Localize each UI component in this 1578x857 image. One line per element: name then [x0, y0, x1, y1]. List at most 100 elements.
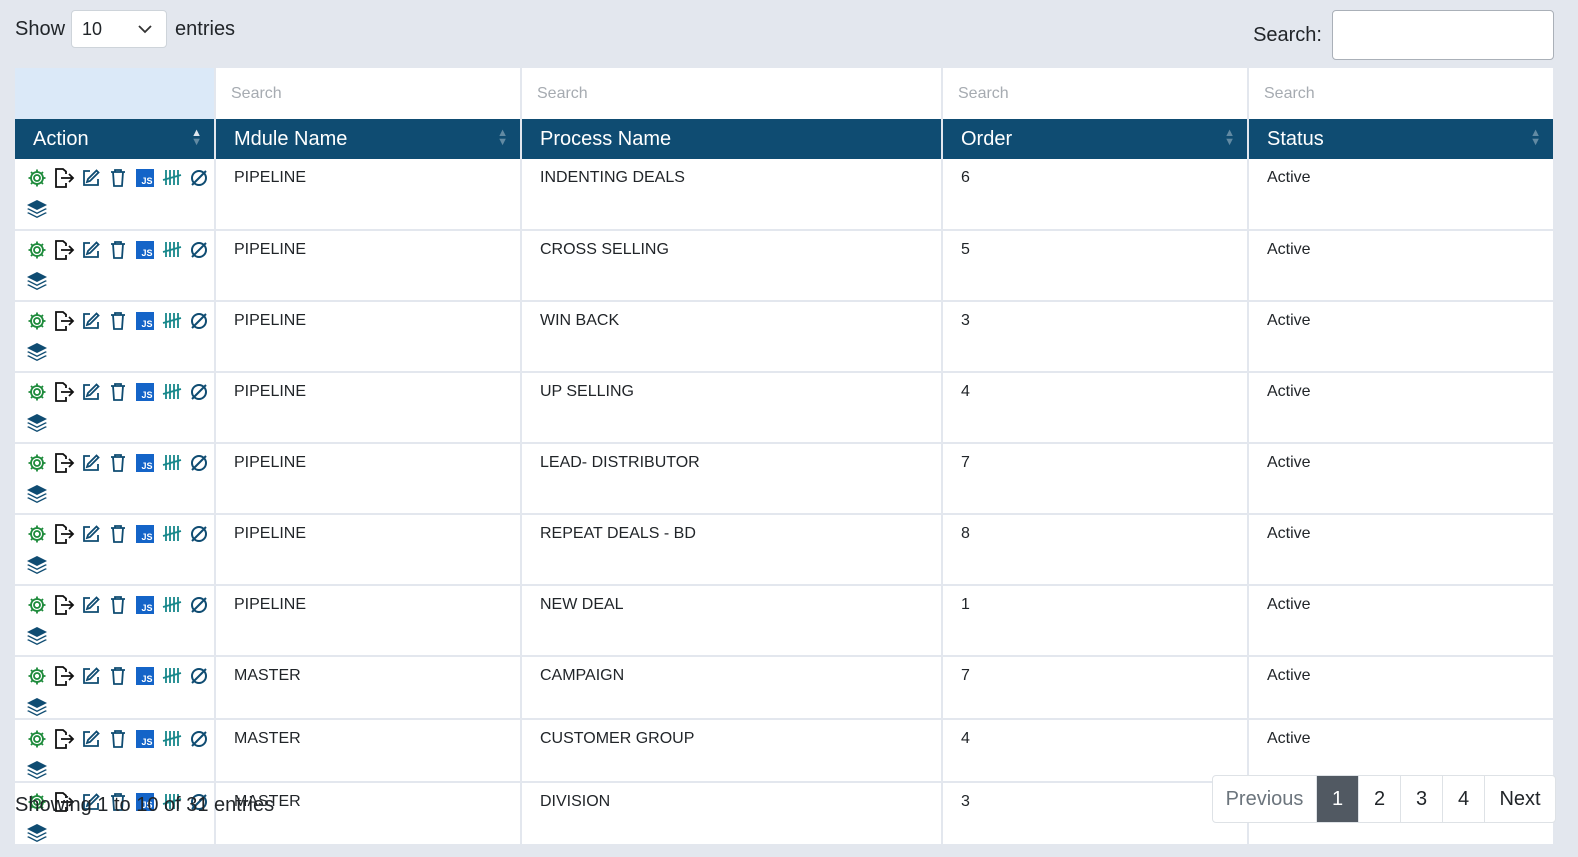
edit-icon[interactable]	[77, 594, 104, 616]
layers-icon[interactable]	[23, 759, 50, 781]
disable-icon[interactable]	[185, 381, 212, 403]
previous-page-button[interactable]: Previous	[1225, 787, 1304, 810]
export-icon[interactable]	[50, 310, 77, 332]
js-icon[interactable]: JS	[131, 665, 158, 687]
edit-icon[interactable]	[77, 728, 104, 750]
filter-process-input[interactable]: Search	[521, 68, 943, 119]
tally-icon[interactable]	[158, 523, 185, 545]
layers-icon[interactable]	[23, 483, 50, 505]
page-length-select[interactable]: 10	[71, 10, 168, 48]
js-icon[interactable]: JS	[131, 239, 158, 261]
edit-icon[interactable]	[77, 452, 104, 474]
edit-icon[interactable]	[77, 239, 104, 261]
trash-icon[interactable]	[104, 239, 131, 261]
tally-icon[interactable]	[158, 239, 185, 261]
column-header-module[interactable]: Mdule Name ▲ ▼	[215, 119, 522, 159]
js-icon[interactable]: JS	[131, 791, 158, 813]
column-header-status[interactable]: Status ▲ ▼	[1248, 119, 1555, 159]
gear-icon[interactable]	[23, 594, 50, 616]
tally-icon[interactable]	[158, 665, 185, 687]
export-icon[interactable]	[50, 791, 77, 813]
disable-icon[interactable]	[185, 167, 212, 189]
export-icon[interactable]	[50, 728, 77, 750]
page-1-button[interactable]: 1	[1316, 776, 1358, 822]
trash-icon[interactable]	[104, 452, 131, 474]
trash-icon[interactable]	[104, 167, 131, 189]
export-icon[interactable]	[50, 452, 77, 474]
edit-icon[interactable]	[77, 381, 104, 403]
edit-icon[interactable]	[77, 167, 104, 189]
js-icon[interactable]: JS	[131, 728, 158, 750]
trash-icon[interactable]	[104, 381, 131, 403]
tally-icon[interactable]	[158, 728, 185, 750]
trash-icon[interactable]	[104, 310, 131, 332]
export-icon[interactable]	[50, 594, 77, 616]
js-icon[interactable]: JS	[131, 310, 158, 332]
gear-icon[interactable]	[23, 239, 50, 261]
column-header-process[interactable]: Process Name	[521, 119, 943, 159]
filter-status-input[interactable]: Search	[1248, 68, 1555, 119]
layers-icon[interactable]	[23, 822, 50, 844]
export-icon[interactable]	[50, 381, 77, 403]
edit-icon[interactable]	[77, 791, 104, 813]
js-icon[interactable]: JS	[131, 167, 158, 189]
export-icon[interactable]	[50, 167, 77, 189]
gear-icon[interactable]	[23, 167, 50, 189]
edit-icon[interactable]	[77, 665, 104, 687]
next-page-button[interactable]: Next	[1484, 776, 1555, 822]
page-4-button[interactable]: 4	[1442, 776, 1484, 822]
tally-icon[interactable]	[158, 381, 185, 403]
js-icon[interactable]: JS	[131, 452, 158, 474]
layers-icon[interactable]	[23, 554, 50, 576]
tally-icon[interactable]	[158, 310, 185, 332]
trash-icon[interactable]	[104, 791, 131, 813]
page-2-button[interactable]: 2	[1358, 776, 1400, 822]
table-row: JS PIPELINE UP SELLING 4 Active	[15, 372, 1555, 444]
disable-icon[interactable]	[185, 523, 212, 545]
edit-icon[interactable]	[77, 523, 104, 545]
layers-icon[interactable]	[23, 198, 50, 220]
filter-order-input[interactable]: Search	[942, 68, 1249, 119]
disable-icon[interactable]	[185, 728, 212, 750]
tally-icon[interactable]	[158, 594, 185, 616]
table-row: JS PIPELINE NEW DEAL 1 Active	[15, 585, 1555, 657]
gear-icon[interactable]	[23, 310, 50, 332]
page-3-button[interactable]: 3	[1400, 776, 1442, 822]
layers-icon[interactable]	[23, 341, 50, 363]
disable-icon[interactable]	[185, 239, 212, 261]
js-icon[interactable]: JS	[131, 381, 158, 403]
tally-icon[interactable]	[158, 791, 185, 813]
trash-icon[interactable]	[104, 728, 131, 750]
js-badge-label: JS	[135, 596, 154, 614]
disable-icon[interactable]	[185, 594, 212, 616]
gear-icon[interactable]	[23, 791, 50, 813]
export-icon[interactable]	[50, 665, 77, 687]
js-icon[interactable]: JS	[131, 523, 158, 545]
column-header-order[interactable]: Order ▲ ▼	[942, 119, 1249, 159]
gear-icon[interactable]	[23, 665, 50, 687]
trash-icon[interactable]	[104, 665, 131, 687]
tally-icon[interactable]	[158, 167, 185, 189]
disable-icon[interactable]	[185, 791, 212, 813]
export-icon[interactable]	[50, 523, 77, 545]
layers-icon[interactable]	[23, 625, 50, 647]
layers-icon[interactable]	[23, 696, 50, 718]
disable-icon[interactable]	[185, 665, 212, 687]
js-icon[interactable]: JS	[131, 594, 158, 616]
trash-icon[interactable]	[104, 523, 131, 545]
search-input[interactable]	[1332, 10, 1554, 60]
gear-icon[interactable]	[23, 728, 50, 750]
gear-icon[interactable]	[23, 523, 50, 545]
layers-icon[interactable]	[23, 412, 50, 434]
export-icon[interactable]	[50, 239, 77, 261]
edit-icon[interactable]	[77, 310, 104, 332]
tally-icon[interactable]	[158, 452, 185, 474]
disable-icon[interactable]	[185, 310, 212, 332]
column-header-action[interactable]: Action ▲ ▼	[15, 119, 216, 159]
gear-icon[interactable]	[23, 452, 50, 474]
layers-icon[interactable]	[23, 270, 50, 292]
gear-icon[interactable]	[23, 381, 50, 403]
disable-icon[interactable]	[185, 452, 212, 474]
filter-module-input[interactable]: Search	[215, 68, 522, 119]
trash-icon[interactable]	[104, 594, 131, 616]
